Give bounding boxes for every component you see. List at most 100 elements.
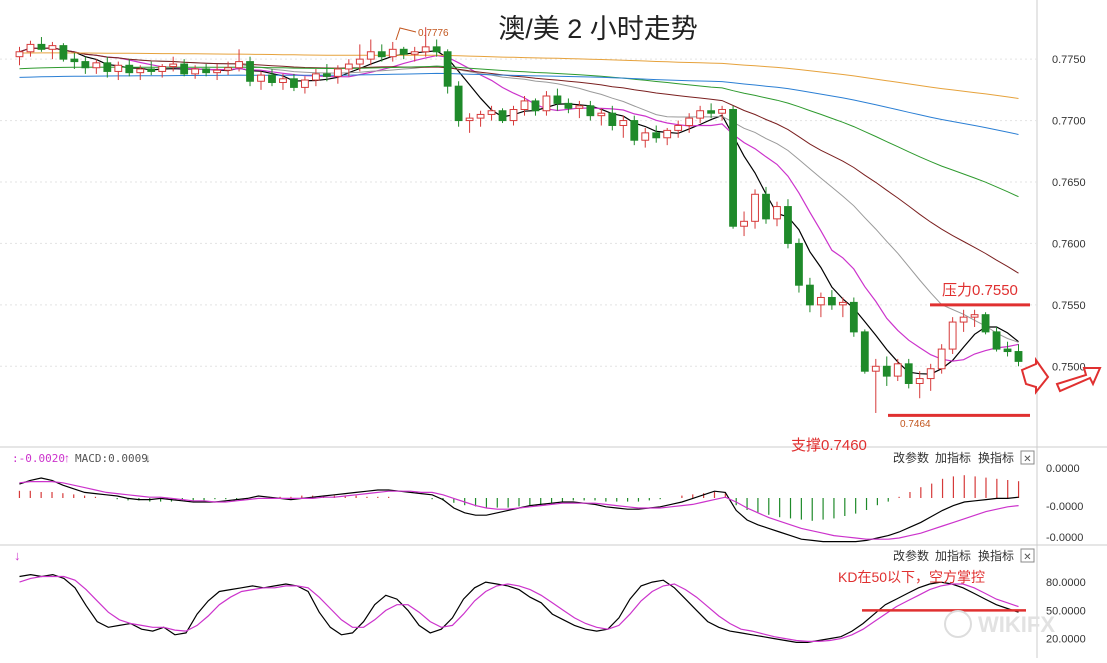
candle-body[interactable] — [619, 120, 628, 126]
candle-body[interactable] — [48, 45, 57, 50]
candle-body[interactable] — [937, 348, 946, 370]
candle-body[interactable] — [158, 66, 167, 72]
candle-body[interactable] — [37, 43, 46, 50]
candle-body[interactable] — [147, 68, 156, 72]
kd-add-indicator-button[interactable]: 加指标 — [935, 548, 971, 563]
candle-body[interactable] — [806, 284, 814, 306]
candle-body[interactable] — [882, 365, 891, 377]
candle-body[interactable] — [191, 68, 200, 75]
candle-body[interactable] — [542, 95, 551, 112]
candle-body[interactable] — [26, 43, 35, 53]
candle-body[interactable] — [202, 68, 211, 74]
candle-body[interactable] — [322, 73, 331, 77]
candle-body[interactable] — [981, 314, 990, 333]
candlesticks[interactable] — [15, 27, 1023, 413]
candle-body[interactable] — [849, 301, 858, 333]
candle-body[interactable] — [553, 95, 562, 104]
candle-body[interactable] — [586, 105, 595, 117]
kd-edit-params-button[interactable]: 改参数 — [893, 548, 929, 563]
candle-body[interactable] — [948, 321, 957, 350]
candle-body[interactable] — [915, 378, 924, 384]
candle-body[interactable] — [838, 301, 847, 306]
candle-body[interactable] — [399, 48, 408, 55]
candle-body[interactable] — [564, 102, 573, 109]
candle-body[interactable] — [871, 365, 880, 372]
candle-body[interactable] — [103, 62, 112, 72]
candle-body[interactable] — [421, 46, 430, 53]
candle-body[interactable] — [597, 112, 606, 117]
candle-body[interactable] — [531, 100, 540, 112]
candle-body[interactable] — [795, 242, 803, 286]
candle-body[interactable] — [311, 73, 320, 81]
candle-body[interactable] — [707, 110, 716, 114]
candle-body[interactable] — [257, 74, 265, 82]
candle-body[interactable] — [366, 51, 375, 60]
candle-body[interactable] — [663, 129, 672, 139]
candle-body[interactable] — [443, 51, 452, 87]
candle-body[interactable] — [827, 296, 836, 306]
candle-body[interactable] — [114, 64, 123, 72]
candle-body[interactable] — [81, 61, 90, 69]
candle-body[interactable] — [718, 109, 727, 114]
candle-body[interactable] — [773, 206, 781, 220]
candle-body[interactable] — [904, 363, 913, 384]
candle-body[interactable] — [751, 193, 759, 222]
candle-body[interactable] — [729, 109, 737, 227]
candle-body[interactable] — [498, 110, 507, 122]
candle-body[interactable] — [92, 62, 101, 69]
candle-body[interactable] — [575, 105, 584, 109]
candle-body[interactable] — [454, 85, 463, 122]
candle-body[interactable] — [301, 79, 309, 88]
candle-body[interactable] — [926, 368, 935, 380]
candle-body[interactable] — [992, 331, 1001, 350]
candle-body[interactable] — [816, 296, 825, 306]
candle-body[interactable] — [224, 67, 232, 71]
candle-body[interactable] — [465, 117, 474, 122]
candle-body[interactable] — [860, 331, 869, 372]
candle-body[interactable] — [520, 100, 529, 111]
candle-body[interactable] — [125, 64, 134, 74]
candle-body[interactable] — [59, 45, 68, 60]
candle-body[interactable] — [136, 68, 145, 74]
candle-body[interactable] — [893, 363, 902, 377]
candle-body[interactable] — [487, 110, 496, 115]
candle-body[interactable] — [355, 58, 364, 65]
kd-switch-indicator-button[interactable]: 换指标 — [978, 548, 1014, 563]
candle-body[interactable] — [70, 58, 79, 63]
macd-edit-params-button[interactable]: 改参数 — [893, 450, 929, 465]
candle-body[interactable] — [333, 68, 342, 77]
candle-body[interactable] — [213, 69, 222, 74]
candle-body[interactable] — [377, 51, 386, 58]
candle-body[interactable] — [1014, 351, 1023, 362]
candle-body[interactable] — [784, 206, 792, 244]
candle-body[interactable] — [685, 117, 694, 126]
candle-body[interactable] — [762, 193, 770, 220]
candle-body[interactable] — [290, 78, 298, 88]
candle-body[interactable] — [476, 113, 485, 119]
macd-add-indicator-button[interactable]: 加指标 — [935, 450, 971, 465]
candle-body[interactable] — [180, 63, 189, 75]
candle-body[interactable] — [959, 316, 968, 323]
candle-body[interactable] — [15, 51, 24, 58]
candle-body[interactable] — [388, 48, 397, 58]
candle-body[interactable] — [344, 63, 353, 70]
macd-switch-indicator-button[interactable]: 换指标 — [978, 450, 1014, 465]
candle-body[interactable] — [740, 220, 748, 227]
candle-body[interactable] — [169, 63, 178, 68]
candle-body[interactable] — [641, 132, 650, 141]
candle-body[interactable] — [268, 74, 276, 83]
candle-body[interactable] — [608, 112, 617, 126]
candle-body[interactable] — [1003, 348, 1012, 353]
kd-close-button[interactable] — [1020, 548, 1035, 563]
candle-body[interactable] — [235, 61, 243, 69]
candle-body[interactable] — [432, 46, 441, 53]
candle-body[interactable] — [970, 314, 979, 318]
candle-body[interactable] — [652, 132, 661, 139]
candle-body[interactable] — [279, 78, 287, 83]
candle-body[interactable] — [509, 109, 518, 122]
candle-body[interactable] — [674, 124, 683, 131]
candle-body[interactable] — [630, 120, 639, 141]
macd-close-button[interactable] — [1020, 450, 1035, 465]
candle-body[interactable] — [696, 110, 705, 119]
